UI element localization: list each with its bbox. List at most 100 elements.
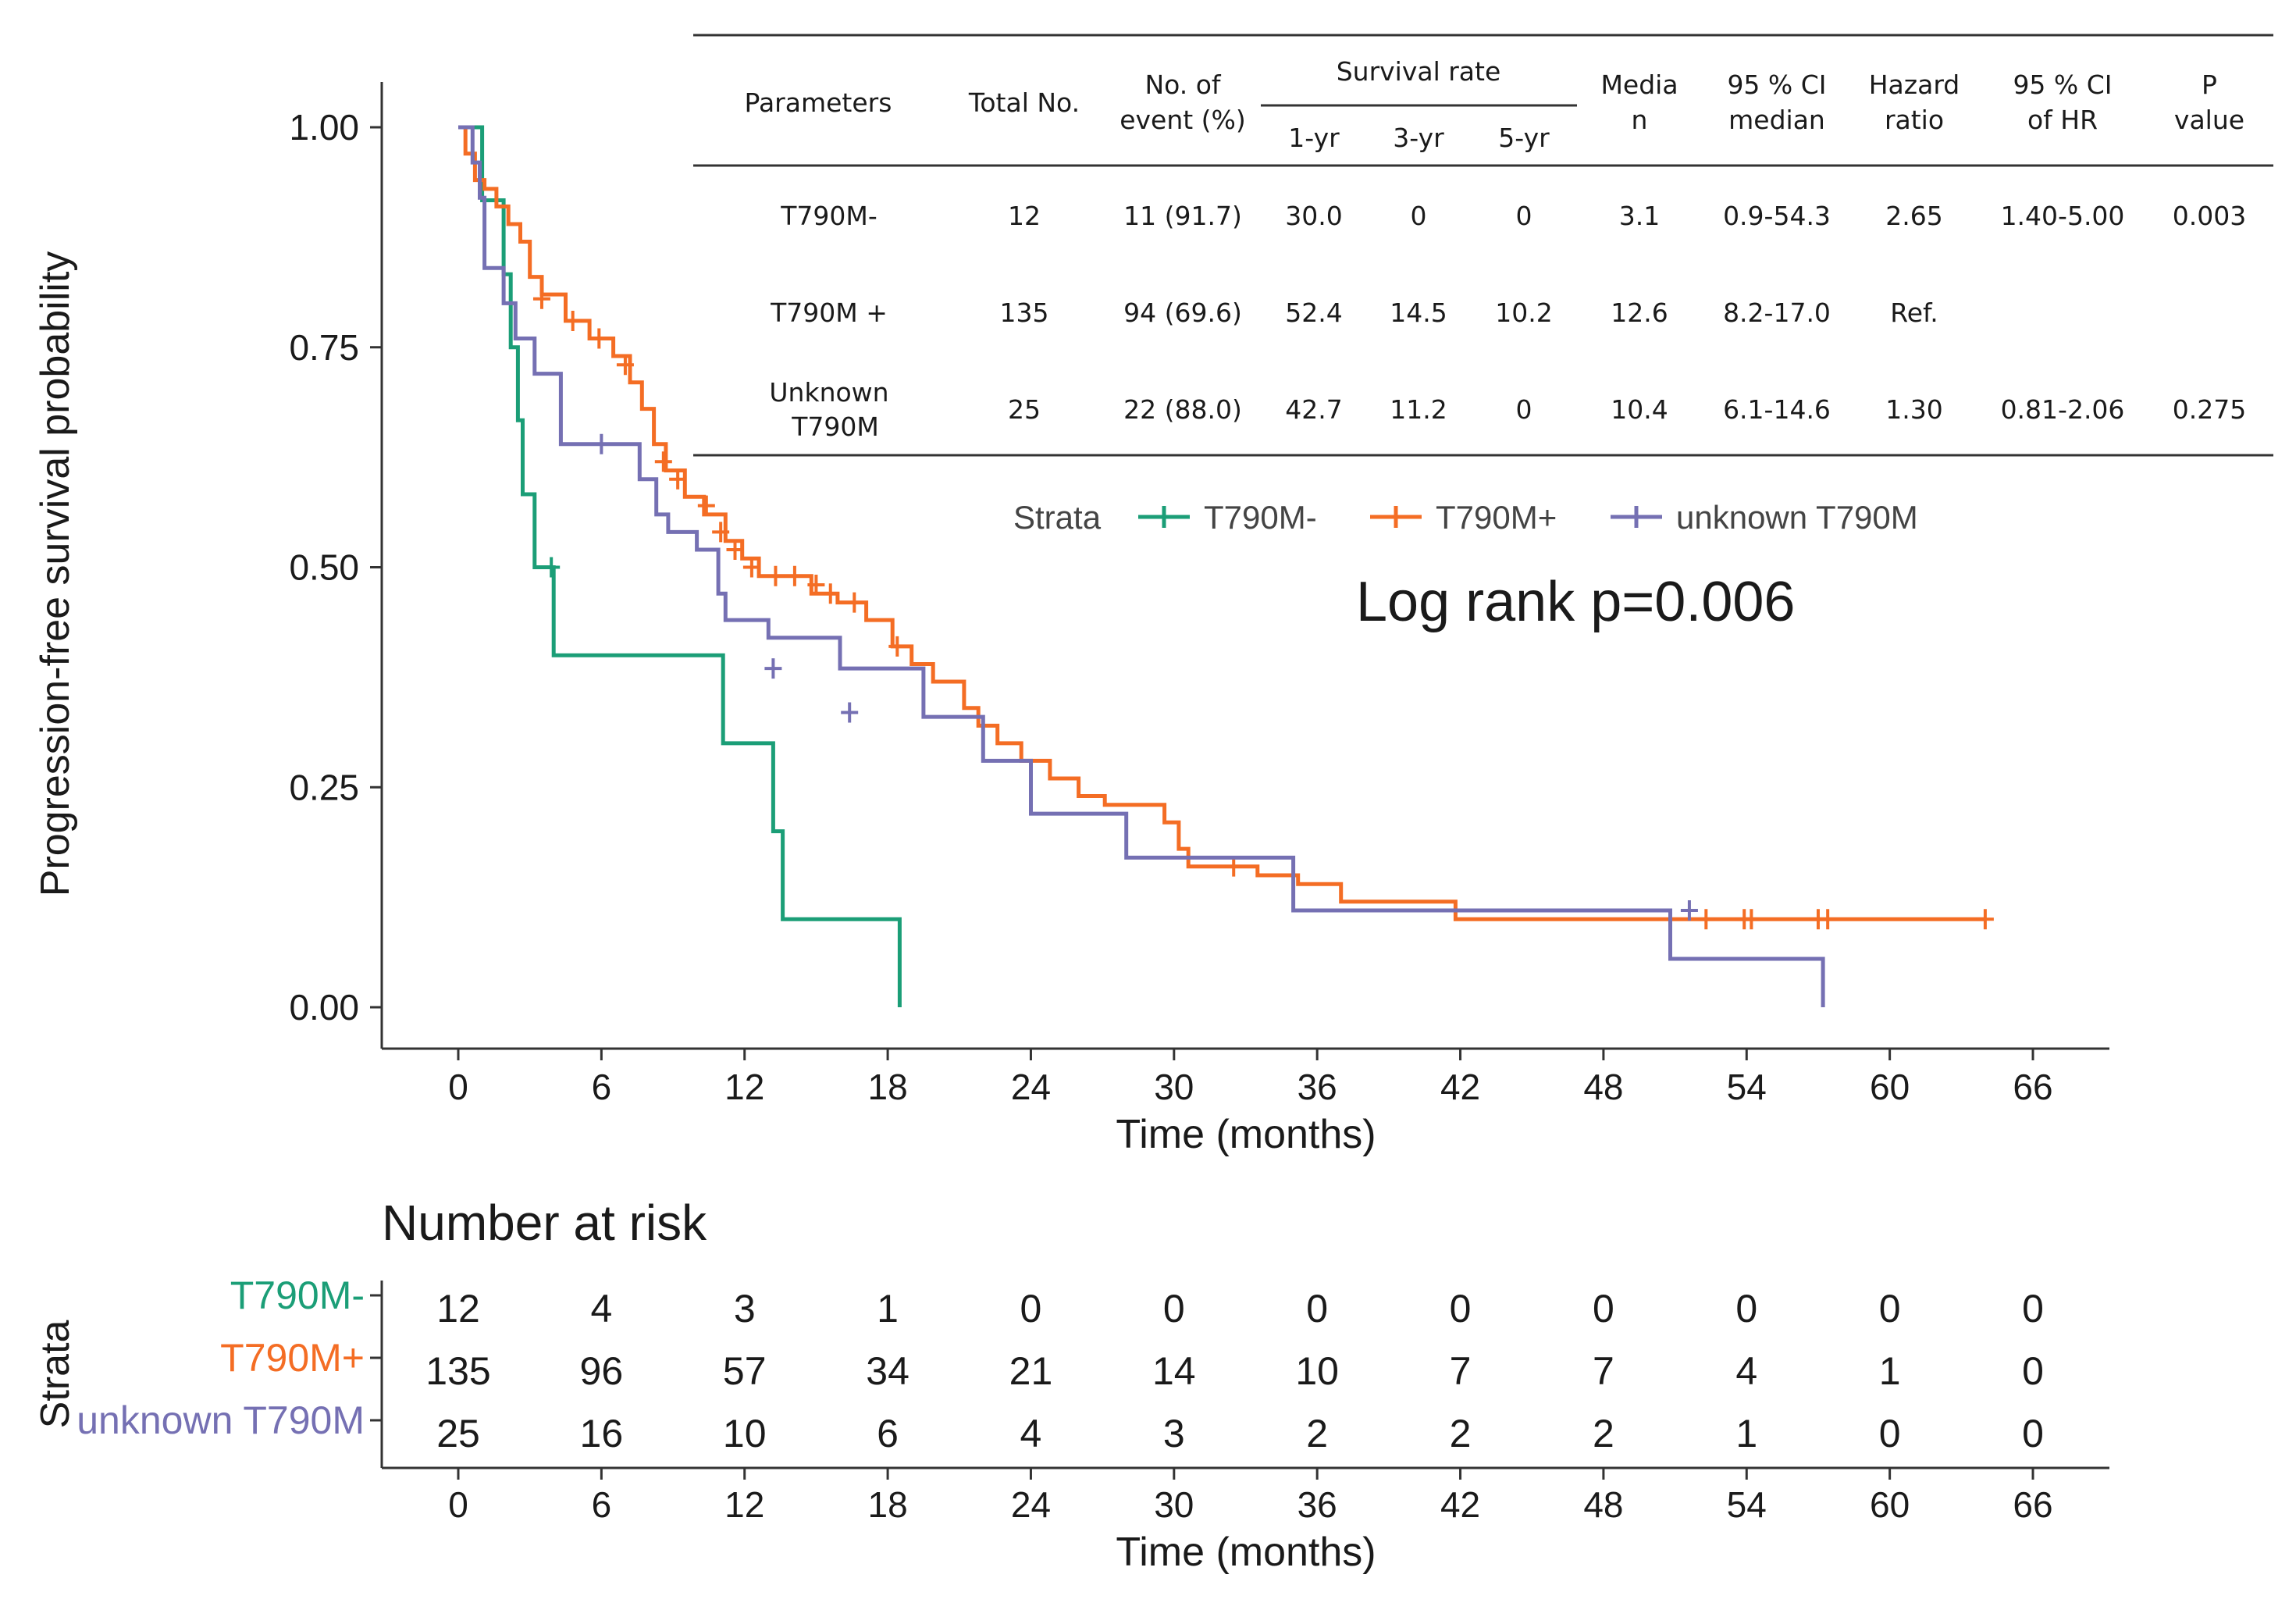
risk-row-label: unknown T790M [77, 1398, 365, 1442]
risk-count: 0 [2022, 1349, 2044, 1393]
censor-mark [726, 539, 744, 560]
header-p: P [2202, 69, 2217, 100]
risk-count: 12 [436, 1287, 480, 1330]
risk-table: Number at risk T790M- 12 4 3 1 0 0 0 0 0 0 0 0T790M+… [33, 1195, 2109, 1575]
header-ratio: ratio [1885, 105, 1944, 135]
risk-x-tick-group: 0 6 12 18 24 30 36 42 48 54 60 66 [448, 1468, 2053, 1525]
censor-mark [1976, 909, 1994, 930]
cell-events: 22 (88.0) [1123, 394, 1242, 425]
risk-count: 10 [1295, 1349, 1339, 1393]
cell-p: 0.003 [2173, 201, 2246, 231]
cell-median: 10.4 [1611, 394, 1668, 425]
header-hazard: Hazard [1869, 69, 1960, 100]
censor-mark [590, 328, 608, 349]
risk-count: 0 [1020, 1287, 1042, 1330]
censor-mark [821, 583, 839, 604]
risk-x-tick-label: 18 [868, 1484, 908, 1525]
censor-mark [767, 565, 785, 586]
cell-yr5: 10.2 [1495, 297, 1552, 328]
censor-mark [764, 658, 782, 679]
cell-events: 11 (91.7) [1123, 201, 1242, 231]
header-5yr: 5-yr [1498, 123, 1550, 153]
risk-count: 57 [723, 1349, 767, 1393]
survival-curves [458, 125, 1994, 1007]
header-total-no: Total No. [968, 87, 1080, 118]
risk-count: 3 [734, 1287, 756, 1330]
legend-label: unknown T790M [1676, 499, 1918, 536]
risk-x-tick-label: 60 [1870, 1484, 1910, 1525]
risk-count: 1 [877, 1287, 899, 1330]
header-3yr: 3-yr [1393, 123, 1444, 153]
cell-hr_ci: 0.81-2.06 [2001, 394, 2125, 425]
cell-hr_ci: 1.40-5.00 [2001, 201, 2125, 231]
header-of-hr: of HR [2027, 105, 2098, 135]
risk-y-axis-title: Strata [33, 1320, 78, 1429]
risk-table-title: Number at risk [382, 1195, 707, 1251]
risk-x-tick-label: 54 [1727, 1484, 1767, 1525]
cell-yr5: 0 [1516, 201, 1532, 231]
header-ci95-hr: 95 % CI [2013, 69, 2112, 100]
y-tick-label: 0.75 [289, 327, 359, 368]
header-median: median [1728, 105, 1825, 135]
statistics-table: Parameters Total No. No. of event (%) Su… [693, 34, 2273, 457]
y-tick-label: 0.00 [289, 987, 359, 1028]
cell-hr: Ref. [1890, 297, 1938, 328]
x-tick-label: 30 [1154, 1067, 1194, 1107]
censor-mark [654, 451, 672, 472]
censor-mark [1225, 856, 1243, 877]
header-parameters: Parameters [745, 87, 892, 118]
censor-mark [543, 557, 561, 578]
x-tick-label: 12 [724, 1067, 764, 1107]
censor-mark [712, 522, 730, 543]
legend: Strata T790M- T790M+ unknown T790M [1013, 499, 1918, 536]
cell-total: 25 [1008, 394, 1041, 425]
risk-count: 2 [1593, 1412, 1614, 1455]
risk-x-tick-label: 0 [448, 1484, 468, 1525]
risk-row-label: T790M- [230, 1273, 365, 1317]
cell-yr1: 52.4 [1285, 297, 1342, 328]
risk-count: 0 [1879, 1412, 1901, 1455]
cell-p: 0.275 [2173, 394, 2246, 425]
legend-key [1370, 506, 1422, 528]
legend-label: T790M- [1204, 499, 1317, 536]
censor-mark [1742, 909, 1760, 930]
legend-entries: T790M- T790M+ unknown T790M [1138, 499, 1918, 536]
cell-yr1: 42.7 [1285, 394, 1342, 425]
curve-t790m- [458, 125, 1985, 921]
risk-count: 0 [2022, 1412, 2044, 1455]
risk-count: 1 [1735, 1412, 1757, 1455]
risk-x-tick-label: 66 [2013, 1484, 2052, 1525]
risk-count: 4 [590, 1287, 612, 1330]
censor-mark [841, 702, 859, 723]
header-no-of: No. of [1144, 69, 1221, 100]
risk-count: 0 [2022, 1287, 2044, 1330]
risk-x-tick-label: 30 [1154, 1484, 1194, 1525]
censor-mark [1680, 900, 1698, 921]
risk-count: 2 [1450, 1412, 1472, 1455]
x-tick-label: 48 [1583, 1067, 1623, 1107]
cell-yr3: 0 [1411, 201, 1427, 231]
censor-mark [564, 310, 582, 331]
header-n: n [1632, 105, 1648, 135]
censor-mark [616, 354, 634, 376]
censor-mark [845, 592, 863, 613]
x-tick-label: 18 [868, 1067, 908, 1107]
risk-row-label: T790M+ [220, 1336, 365, 1380]
header-media: Media [1600, 69, 1678, 100]
cell-yr3: 14.5 [1390, 297, 1447, 328]
y-tick-group: 0.00 0.25 0.50 0.75 1.00 [289, 107, 382, 1028]
x-tick-label: 6 [592, 1067, 612, 1107]
log-rank-annotation: Log rank p=0.006 [1356, 571, 1795, 633]
risk-count: 4 [1735, 1349, 1757, 1393]
x-tick-label: 60 [1870, 1067, 1910, 1107]
cell-yr1: 30.0 [1285, 201, 1342, 231]
x-tick-label: 36 [1298, 1067, 1337, 1107]
censor-mark [697, 495, 715, 516]
risk-count: 1 [1879, 1349, 1901, 1393]
y-axis-title: Progression-free survival probability [33, 251, 78, 897]
risk-x-tick-label: 48 [1583, 1484, 1623, 1525]
risk-count: 21 [1009, 1349, 1053, 1393]
censor-mark [593, 433, 610, 454]
risk-count: 0 [1163, 1287, 1185, 1330]
